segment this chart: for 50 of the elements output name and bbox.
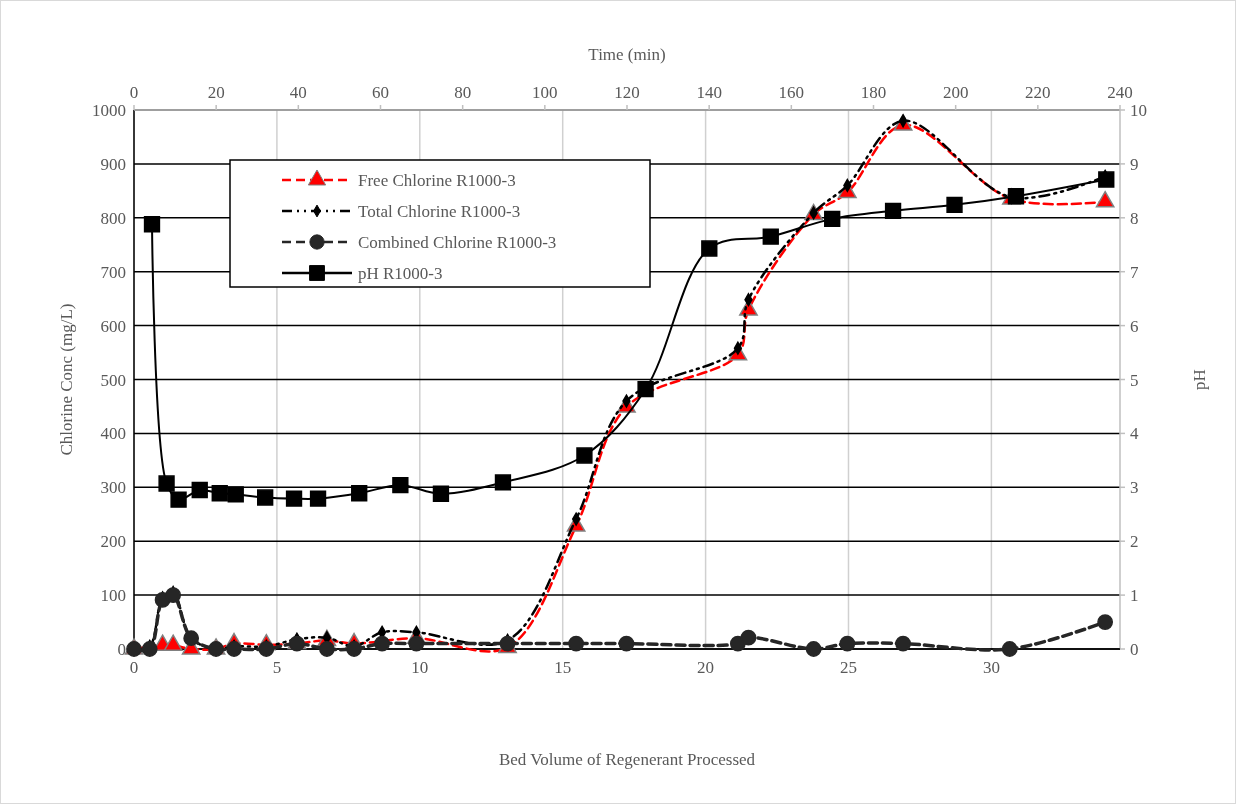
x2-tick-label: 100 xyxy=(532,83,558,102)
y-tick-label: 100 xyxy=(100,586,126,606)
legend-label: Total Chlorine R1000-3 xyxy=(358,202,521,221)
y-tick-label: 0 xyxy=(117,640,126,659)
y-tick-label: 400 xyxy=(100,424,126,444)
x-tick-label: 25 xyxy=(839,658,857,677)
x2-tick-label: 160 xyxy=(778,83,805,102)
y2-tick-label: 8 xyxy=(1130,208,1139,228)
legend-label: pH R1000-3 xyxy=(358,264,443,283)
y2-tick-label: 3 xyxy=(1130,478,1139,498)
x2-tick-label: 40 xyxy=(289,83,307,102)
y2-tick-label: 7 xyxy=(1130,262,1139,282)
x2-tick-label: 60 xyxy=(372,83,389,102)
legend-label: Combined Chlorine R1000-3 xyxy=(358,233,557,252)
y2-tick-label: 6 xyxy=(1130,316,1139,336)
x2-axis-title: Time (min) xyxy=(588,45,666,64)
x2-tick-label: 240 xyxy=(1107,83,1133,102)
y-tick-label: 900 xyxy=(100,154,126,174)
x-tick-label: 0 xyxy=(129,658,139,677)
x-tick-label: 30 xyxy=(982,658,1000,677)
y2-tick-label: 2 xyxy=(1130,532,1139,552)
y-tick-label: 1000 xyxy=(92,101,126,120)
x2-tick-label: 140 xyxy=(696,83,722,102)
y2-axis-title: pH xyxy=(1190,369,1209,390)
x-tick-label: 20 xyxy=(697,658,715,677)
x2-tick-label: 120 xyxy=(614,83,640,102)
y2-tick-label: 0 xyxy=(1130,640,1139,659)
x2-tick-label: 180 xyxy=(860,83,887,102)
y-tick-label: 500 xyxy=(100,370,126,390)
x-tick-label: 10 xyxy=(411,658,429,677)
y-tick-label: 300 xyxy=(100,478,126,498)
x-tick-label: 5 xyxy=(272,658,282,677)
y-axis-title: Chlorine Conc (mg/L) xyxy=(57,303,76,456)
x2-tick-label: 0 xyxy=(129,83,139,102)
legend-label: Free Chlorine R1000-3 xyxy=(358,171,516,190)
y2-tick-label: 5 xyxy=(1130,370,1139,390)
x2-tick-label: 80 xyxy=(454,83,472,102)
x2-tick-label: 20 xyxy=(207,83,225,102)
y2-tick-label: 1 xyxy=(1130,586,1139,606)
x2-tick-label: 200 xyxy=(942,83,969,102)
x-tick-label: 15 xyxy=(554,658,572,677)
y-tick-label: 700 xyxy=(100,262,126,282)
y2-tick-label: 4 xyxy=(1130,424,1139,444)
x2-tick-label: 220 xyxy=(1025,83,1051,102)
y2-tick-label: 10 xyxy=(1130,101,1147,120)
y-tick-label: 200 xyxy=(100,532,126,552)
y-tick-label: 800 xyxy=(100,208,126,228)
y-tick-label: 600 xyxy=(100,316,126,336)
x-axis-title: Bed Volume of Regenerant Processed xyxy=(498,750,756,769)
y2-tick-label: 9 xyxy=(1130,154,1139,174)
